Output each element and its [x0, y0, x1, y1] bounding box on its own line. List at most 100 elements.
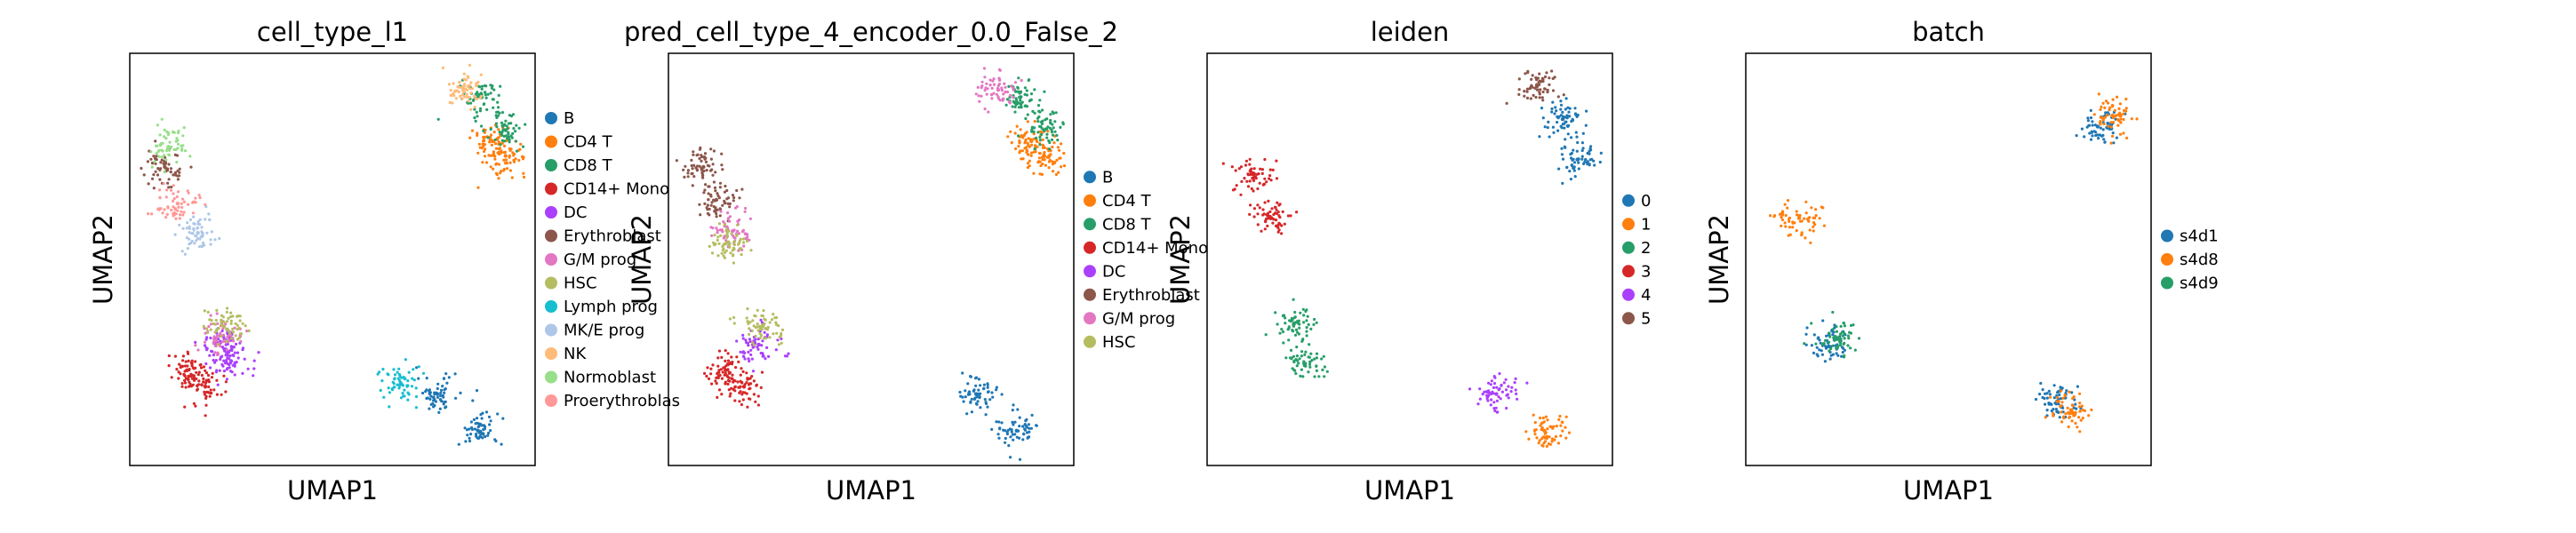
scatter-point: [486, 92, 490, 96]
scatter-point: [1553, 112, 1556, 115]
scatter-point: [189, 165, 193, 169]
scatter-point: [467, 99, 470, 103]
scatter-point: [985, 92, 988, 96]
scatter-point: [2069, 409, 2073, 412]
scatter-point: [732, 195, 736, 200]
scatter-point: [1835, 325, 1838, 329]
scatter-point: [475, 389, 479, 393]
scatter-point: [748, 377, 752, 380]
scatter-point: [1256, 203, 1260, 207]
scatter-point: [743, 383, 747, 386]
scatter-point: [1575, 135, 1579, 139]
scatter-point: [193, 222, 196, 226]
scatter-point: [2054, 408, 2058, 411]
scatter-point: [1514, 377, 1517, 380]
scatter-point: [388, 405, 391, 409]
scatter-point: [1537, 442, 1540, 445]
scatter-point: [731, 373, 734, 377]
scatter-point: [737, 386, 740, 389]
scatter-point: [465, 92, 468, 96]
scatter-point: [716, 231, 719, 235]
scatter-point: [2067, 410, 2070, 414]
scatter-point: [1052, 141, 1056, 145]
scatter-point: [2109, 141, 2113, 145]
scatter-point: [2097, 92, 2100, 96]
scatter-point: [438, 394, 443, 398]
scatter-point: [1299, 374, 1302, 378]
scatter-point: [752, 379, 756, 383]
scatter-point: [524, 123, 527, 126]
scatter-point: [735, 188, 739, 193]
scatter-point: [1551, 125, 1555, 129]
scatter-point: [721, 230, 724, 234]
scatter-point: [1559, 424, 1563, 427]
panel-title: batch: [1912, 17, 1985, 47]
legend-marker: [545, 300, 557, 313]
scatter-point: [2058, 416, 2061, 419]
scatter-point: [222, 370, 226, 373]
scatter-point: [193, 242, 196, 245]
scatter-point: [760, 370, 764, 374]
scatter-point: [1254, 177, 1258, 180]
scatter-point: [482, 102, 485, 107]
scatter-point: [1267, 199, 1270, 203]
scatter-point: [1551, 89, 1556, 92]
scatter-point: [160, 155, 164, 159]
scatter-point: [1538, 72, 1541, 76]
scatter-point: [200, 226, 204, 229]
axes-frame: [1745, 52, 2152, 466]
scatter-point: [2052, 384, 2056, 387]
scatter-point: [191, 201, 195, 204]
scatter-point: [205, 346, 209, 351]
scatter-point: [1820, 349, 1823, 353]
scatter-point: [228, 357, 231, 361]
scatter-point: [398, 384, 402, 387]
scatter-point: [1048, 147, 1052, 151]
scatter-point: [198, 222, 202, 227]
scatter-point: [476, 428, 479, 432]
scatter-point: [732, 253, 735, 257]
scatter-point: [186, 247, 189, 251]
scatter-point: [509, 122, 513, 125]
scatter-point: [1280, 232, 1284, 235]
scatter-point: [715, 211, 718, 216]
legend-marker: [1084, 288, 1096, 301]
scatter-point: [1507, 385, 1510, 388]
scatter-point: [474, 422, 477, 426]
scatter-point: [228, 331, 231, 335]
scatter-point: [164, 195, 168, 199]
scatter-point: [1042, 155, 1045, 159]
scatter-point: [762, 354, 765, 358]
scatter-point: [2100, 134, 2104, 138]
scatter-point: [392, 368, 396, 371]
scatter-point: [726, 382, 730, 386]
scatter-point: [1540, 443, 1544, 447]
scatter-point: [756, 329, 760, 332]
scatter-point: [1842, 322, 1845, 325]
scatter-point: [1276, 211, 1280, 214]
scatter-point: [1248, 179, 1252, 183]
scatter-point: [476, 436, 480, 440]
scatter-point: [2064, 412, 2068, 416]
scatter-point: [207, 324, 211, 329]
scatter-point: [1525, 381, 1529, 385]
scatter-point: [209, 336, 212, 340]
scatter-point: [1553, 76, 1556, 79]
scatter-point: [723, 366, 726, 370]
scatter-point: [739, 350, 742, 354]
scatter-point: [219, 345, 222, 348]
scatter-point: [1532, 413, 1535, 417]
scatter-point: [158, 195, 162, 199]
scatter-point: [1538, 135, 1541, 139]
legend-marker: [545, 159, 557, 171]
scatter-point: [1546, 126, 1549, 130]
scatter-point: [1016, 408, 1020, 411]
scatter-point: [711, 241, 716, 244]
scatter-point: [2047, 389, 2051, 393]
scatter-point: [2114, 117, 2117, 121]
scatter-point: [483, 155, 487, 158]
scatter-point: [756, 346, 759, 349]
scatter-point: [2087, 414, 2091, 418]
scatter-point: [502, 139, 507, 143]
scatter-point: [726, 196, 731, 200]
